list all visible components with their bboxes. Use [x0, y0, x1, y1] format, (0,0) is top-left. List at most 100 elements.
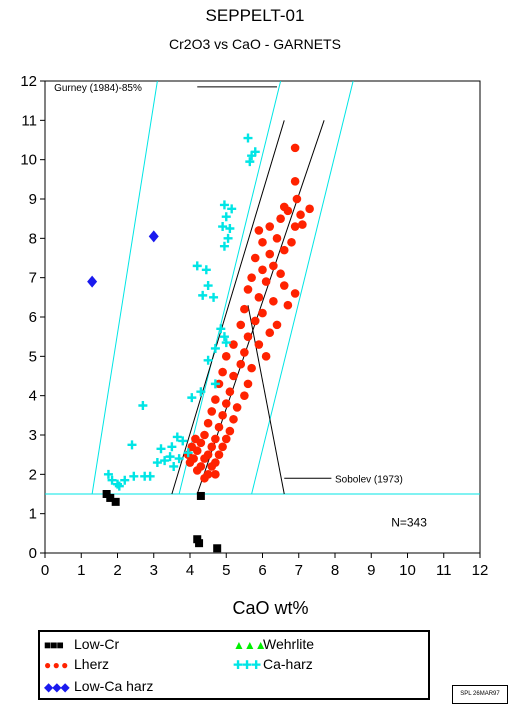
ca-harz-point	[198, 290, 208, 300]
lherz-point	[211, 470, 220, 479]
x-tick-label: 8	[331, 562, 339, 579]
ca-harz-point	[216, 324, 226, 334]
legend-label-ca-harz: Ca-harz	[263, 656, 313, 672]
lherz-point	[211, 434, 220, 444]
x-tick-label: 5	[222, 562, 230, 579]
lherz-point	[243, 379, 253, 389]
ca-harz-point	[172, 432, 182, 442]
ca-harz-point	[114, 481, 124, 491]
y-tick-label: 2	[29, 466, 37, 483]
lherz-point	[211, 395, 220, 404]
y-tick-label: 3	[29, 427, 37, 444]
ca-harz-point	[103, 469, 113, 479]
ca-harz-point	[196, 387, 206, 397]
legend-item-wehrlite: ▲▲▲Wehrlite	[233, 636, 314, 652]
lherz-point	[240, 304, 249, 314]
ca-harz-point	[203, 355, 213, 365]
legend-symbol-wehrlite: ▲▲▲	[233, 638, 267, 652]
lherz-point	[254, 226, 264, 235]
legend: ■■■ Low-Cr ▲▲▲Wehrlite ● ● ● Lherz ✚✚✚ Ca-h…	[38, 630, 430, 700]
lherz-point	[269, 261, 278, 271]
x-tick-label: 7	[295, 562, 303, 579]
y-tick-label: 6	[29, 309, 37, 326]
lherz-point	[214, 422, 224, 432]
y-tick-label: 11	[21, 112, 37, 129]
lherz-point	[236, 320, 246, 330]
lherz-point	[265, 249, 275, 259]
legend-symbol-ca-harz: ✚✚✚	[233, 658, 261, 672]
ca-harz-point	[203, 281, 213, 291]
x-tick-label: 3	[150, 562, 158, 579]
legend-item-low-ca-harz: ◆◆◆ Low-Ca harz	[44, 678, 153, 694]
legend-label-wehrlite: Wehrlite	[263, 636, 315, 652]
ca-harz-point	[165, 452, 175, 462]
legend-label-low-cr: Low-Cr	[74, 636, 120, 652]
lherz-point	[283, 206, 293, 216]
legend-item-ca-harz: ✚✚✚ Ca-harz	[233, 656, 313, 672]
lherz-point	[290, 143, 300, 153]
lherz-point	[232, 403, 242, 412]
ca-harz-point	[183, 448, 193, 458]
lherz-point	[261, 277, 271, 286]
lherz-point	[272, 234, 282, 243]
lherz-point	[185, 458, 195, 467]
low-cr-point	[213, 544, 222, 553]
x-tick-label: 4	[186, 562, 194, 579]
lherz-point	[191, 434, 200, 444]
x-tick-label: 6	[258, 562, 266, 579]
y-tick-label: 8	[29, 230, 37, 247]
lherz-point	[247, 273, 256, 282]
lherz-point	[290, 289, 300, 298]
lherz-point	[229, 414, 238, 424]
lherz-point	[214, 450, 224, 459]
low-cr-point	[111, 497, 120, 506]
ca-harz-point	[192, 261, 202, 271]
x-tick-label: 12	[472, 562, 489, 579]
date-stamp: SPL 26MAR97	[452, 685, 508, 704]
ca-harz-point	[169, 461, 179, 471]
lherz-point	[305, 204, 314, 214]
ca-harz-point	[219, 241, 229, 251]
lherz-point	[192, 466, 202, 475]
lherz-point	[276, 214, 285, 223]
lherz-point	[225, 426, 235, 436]
lherz-point	[200, 454, 209, 463]
ca-harz-point	[160, 456, 170, 466]
low-ca-harz-point	[148, 230, 159, 243]
ca-harz-point	[129, 471, 139, 481]
ca-harz-point	[187, 393, 197, 403]
ca-harz-point	[243, 133, 253, 143]
legend-symbol-low-cr: ■■■	[44, 638, 64, 652]
lherz-point	[218, 411, 227, 420]
ca-harz-point	[107, 475, 117, 485]
x-tick-label: 11	[436, 562, 452, 579]
ca-harz-point	[152, 458, 162, 468]
lherz-point	[247, 363, 256, 373]
low-cr-point	[195, 539, 204, 548]
lherz-point	[236, 359, 246, 369]
ca-harz-point	[174, 454, 184, 464]
x-tick-label: 9	[367, 562, 375, 579]
y-tick-label: 7	[29, 270, 37, 287]
x-tick-label: 2	[113, 562, 121, 579]
x-tick-label: 1	[77, 562, 85, 579]
lherz-point	[261, 352, 271, 361]
ca-harz-point	[225, 224, 235, 233]
lherz-point	[287, 237, 296, 247]
lherz-point	[243, 285, 253, 294]
ca-harz-point	[227, 204, 237, 214]
ca-harz-point	[209, 292, 219, 302]
legend-item-low-cr: ■■■ Low-Cr	[44, 636, 119, 652]
lherz-point	[292, 194, 302, 204]
low-cr-point	[106, 493, 115, 502]
ca-harz-point	[210, 343, 220, 353]
lherz-point	[254, 293, 264, 302]
low-ca-harz-point	[87, 275, 98, 288]
sobolev-line	[247, 305, 285, 495]
lherz-point	[200, 430, 209, 440]
ca-harz-point	[156, 444, 166, 454]
x-tick-label: 10	[399, 562, 416, 579]
y-tick-label: 9	[29, 191, 37, 208]
lherz-point	[254, 340, 264, 349]
cyan-reference-line	[251, 81, 354, 495]
